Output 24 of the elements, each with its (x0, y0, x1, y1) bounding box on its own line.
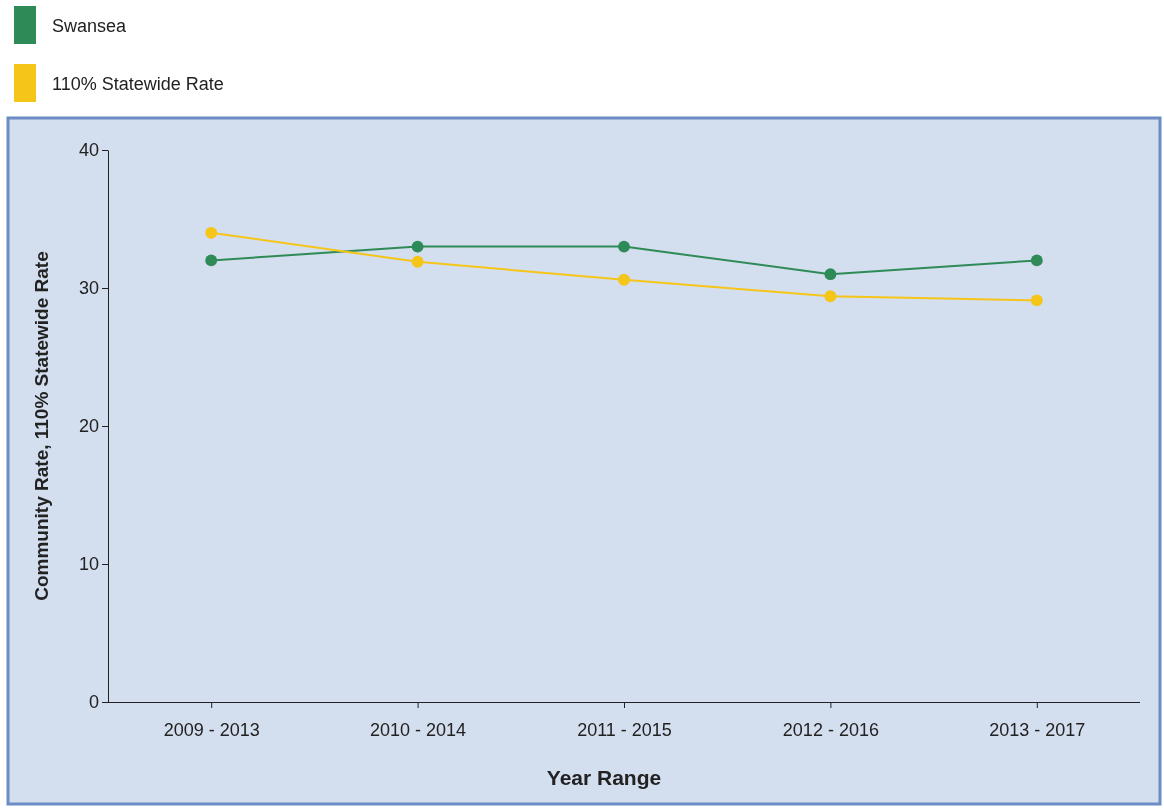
legend-label: 110% Statewide Rate (52, 74, 224, 94)
x-tick-label: 2012 - 2016 (782, 720, 879, 741)
point (411, 255, 424, 268)
x-tick-label: 2010 - 2014 (370, 720, 467, 741)
point (205, 254, 218, 267)
y-axis-title: Community Rate, 110% Statewide Rate (31, 251, 52, 601)
x-tick-label: 2009 - 2013 (163, 720, 260, 741)
point (205, 226, 218, 239)
y-tick-label: 40 (78, 140, 99, 161)
point (1030, 294, 1043, 307)
legend-label: Swansea (52, 16, 128, 36)
point (411, 240, 424, 253)
x-tick-label: 2013 - 2017 (989, 720, 1086, 741)
y-tick-label: 0 (88, 692, 99, 713)
y-tick-label: 20 (78, 416, 99, 437)
point (618, 240, 630, 253)
point (618, 273, 630, 286)
x-axis-title: Year Range (546, 766, 662, 789)
x-tick-label: 2011 - 2015 (577, 720, 672, 741)
point (1030, 254, 1043, 267)
point (824, 268, 837, 281)
y-tick-label: 10 (78, 554, 99, 575)
y-tick-label: 30 (78, 278, 99, 299)
point (824, 290, 837, 303)
